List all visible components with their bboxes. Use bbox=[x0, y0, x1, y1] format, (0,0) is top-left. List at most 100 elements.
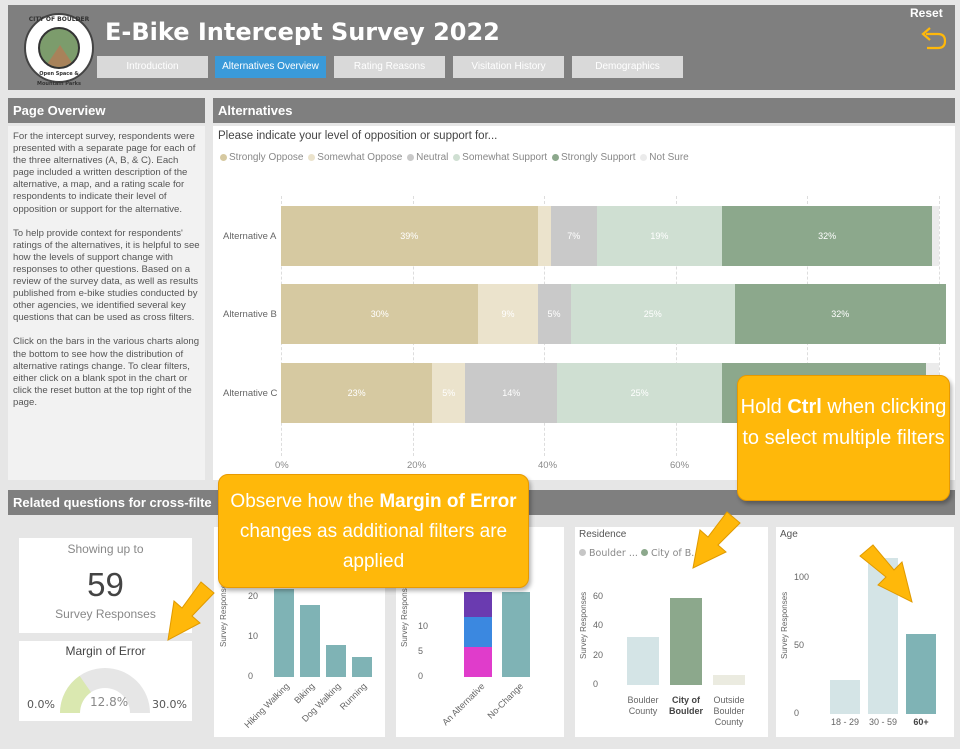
bar-hiking-walking[interactable] bbox=[274, 589, 294, 677]
residence-y-axis-label: Survey Responses bbox=[579, 591, 588, 659]
y-tick-0: 0 bbox=[794, 708, 800, 718]
residence-legend: Boulder ... City of B... bbox=[579, 548, 700, 559]
bar-outside-boulder-county[interactable] bbox=[713, 674, 745, 685]
tab-visitation-history[interactable]: Visitation History bbox=[453, 56, 564, 78]
bar-alternative-a-strongly-support[interactable]: 32% bbox=[721, 206, 933, 266]
logo-text-bottom: Open Space & Mountain Parks bbox=[37, 71, 81, 87]
bar-an-alternative-seg-0[interactable] bbox=[464, 647, 492, 677]
choice-y-axis-label: Survey Responses bbox=[400, 579, 409, 647]
bar-60-[interactable] bbox=[906, 633, 936, 714]
legend-dot-strongly-oppose bbox=[220, 153, 227, 161]
age-category-0: 18 - 29 bbox=[830, 717, 860, 727]
alternatives-legend: Strongly Oppose Somewhat Oppose Neutral … bbox=[218, 152, 689, 163]
bar-alternative-c-neutral[interactable]: 14% bbox=[465, 363, 558, 423]
bar-alternative-c-somewhat-support[interactable]: 25% bbox=[557, 363, 722, 423]
tab-introduction[interactable]: Introduction bbox=[97, 56, 208, 78]
residence-chart[interactable]: Residence Boulder ... City of B... Surve… bbox=[575, 527, 768, 737]
bar-alternative-c-strongly-oppose[interactable]: 23% bbox=[281, 363, 433, 423]
legend-neutral[interactable]: Neutral bbox=[416, 152, 449, 163]
kpi-caption-top: Showing up to bbox=[67, 542, 144, 556]
logo-text-top: CITY OF BOULDER bbox=[28, 16, 90, 23]
legend-somewhat-support[interactable]: Somewhat Support bbox=[462, 152, 548, 163]
kpi-caption-bottom: Survey Responses bbox=[55, 607, 156, 621]
tab-alternatives-overview[interactable]: Alternatives Overview bbox=[215, 56, 326, 78]
page-title: E-Bike Intercept Survey 2022 bbox=[105, 18, 500, 46]
bar-alternative-b-neutral[interactable]: 5% bbox=[537, 284, 571, 344]
bar-an-alternative-seg-1[interactable] bbox=[464, 617, 492, 647]
choice-y-tick-0: 0 bbox=[418, 671, 424, 681]
bar-alternative-a-neutral[interactable]: 7% bbox=[550, 206, 597, 266]
row-label-alternative-c: Alternative C bbox=[223, 388, 278, 399]
responses-kpi-card: Showing up to 59 Survey Responses bbox=[19, 538, 192, 633]
bar-dog-walking[interactable] bbox=[326, 645, 346, 677]
ctrl-tip-bold: Ctrl bbox=[787, 396, 822, 418]
moe-tip-text-1: Observe how the bbox=[230, 491, 380, 512]
y-tick-40: 40 bbox=[593, 620, 604, 631]
y-tick-20: 20 bbox=[248, 591, 259, 601]
x-tick-60: 60% bbox=[670, 460, 690, 471]
activity-category-running: Running bbox=[338, 681, 370, 712]
x-tick-0: 0% bbox=[275, 460, 289, 471]
bar-no-change-seg-0[interactable] bbox=[502, 592, 530, 677]
bar-18-29[interactable] bbox=[830, 680, 860, 714]
legend-dot-boulder-county bbox=[579, 549, 586, 556]
bar-alternative-b-somewhat-support[interactable]: 25% bbox=[570, 284, 736, 344]
legend-city-of-boulder[interactable]: City of B... bbox=[650, 548, 701, 559]
ctrl-tip-callout: Hold Ctrl when clicking to select multip… bbox=[737, 375, 950, 501]
bar-alternative-b-strongly-oppose[interactable]: 30% bbox=[281, 284, 479, 344]
bar-an-alternative-seg-2[interactable] bbox=[464, 592, 492, 617]
undo-arrow-icon[interactable] bbox=[918, 24, 948, 54]
row-label-alternative-a: Alternative A bbox=[223, 231, 277, 242]
bar-alternative-b-strongly-support[interactable]: 32% bbox=[735, 284, 946, 344]
legend-strongly-oppose[interactable]: Strongly Oppose bbox=[229, 152, 304, 163]
age-chart[interactable]: Age Survey Responses 0 50 100 18 - 29 30 - 5… bbox=[776, 527, 954, 737]
residence-title: Residence bbox=[579, 529, 627, 540]
ctrl-tip-text-1: Hold bbox=[740, 396, 788, 418]
margin-of-error-card: Margin of Error 12.8% 0.0% 30.0% bbox=[19, 641, 192, 721]
bar-city-of-boulder[interactable] bbox=[670, 598, 702, 685]
row-label-alternative-b: Alternative B bbox=[223, 309, 277, 320]
legend-not-sure[interactable]: Not Sure bbox=[649, 152, 689, 163]
overview-paragraph-2: To help provide context for respondents'… bbox=[13, 227, 200, 324]
choice-category-an-alternative: An Alternative bbox=[440, 681, 488, 728]
reset-label[interactable]: Reset bbox=[910, 6, 943, 20]
bar-boulder-county[interactable] bbox=[627, 636, 659, 685]
bar-alternative-a-strongly-oppose[interactable]: 39% bbox=[281, 206, 538, 266]
legend-dot-not-sure bbox=[640, 153, 648, 161]
overview-paragraph-1: For the intercept survey, respondents we… bbox=[13, 131, 196, 215]
margin-of-error-callout: Observe how the Margin of Error changes … bbox=[218, 474, 529, 588]
activity-category-hiking-walking: Hiking Walking bbox=[242, 681, 292, 730]
y-tick-100: 100 bbox=[794, 572, 810, 582]
age-category-2: 60+ bbox=[913, 717, 929, 727]
bar-alternative-a-somewhat-support[interactable]: 19% bbox=[596, 206, 722, 266]
y-tick-20: 20 bbox=[593, 649, 604, 660]
legend-dot-city-of-boulder bbox=[640, 549, 648, 556]
age-y-axis-label: Survey Responses bbox=[780, 591, 789, 659]
bar-alternative-b-somewhat-oppose[interactable]: 9% bbox=[478, 284, 538, 344]
moe-value: 12.8% bbox=[90, 695, 129, 709]
residence-category-2: Outside Boulder County bbox=[713, 695, 745, 727]
y-tick-50: 50 bbox=[794, 640, 805, 650]
moe-title: Margin of Error bbox=[65, 644, 146, 658]
bar-biking[interactable] bbox=[300, 605, 320, 677]
ctrl-tip-text-2: when clicking to select multiple filters bbox=[742, 396, 947, 449]
choice-category-no-change: No-Change bbox=[485, 681, 526, 721]
overview-paragraph-3: Click on the bars in the various charts … bbox=[13, 336, 200, 408]
bar-alternative-a-somewhat-oppose[interactable] bbox=[537, 206, 551, 266]
alternatives-question: Please indicate your level of opposition… bbox=[218, 130, 498, 142]
bar-alternative-c-somewhat-oppose[interactable]: 5% bbox=[432, 363, 466, 423]
choice-y-tick-10: 10 bbox=[418, 621, 429, 631]
legend-somewhat-oppose[interactable]: Somewhat Oppose bbox=[317, 152, 403, 163]
y-tick-0: 0 bbox=[593, 679, 599, 689]
tab-demographics[interactable]: Demographics bbox=[572, 56, 683, 78]
alternatives-title: Alternatives bbox=[213, 98, 955, 123]
bar-alternative-a-not-sure[interactable] bbox=[932, 206, 939, 266]
bar-running[interactable] bbox=[352, 657, 372, 677]
residence-category-1: City of Boulder bbox=[668, 695, 703, 716]
x-tick-20: 20% bbox=[407, 460, 427, 471]
tab-rating-reasons[interactable]: Rating Reasons bbox=[334, 56, 445, 78]
legend-strongly-support[interactable]: Strongly Support bbox=[561, 152, 636, 163]
bar-30-59[interactable] bbox=[868, 557, 898, 714]
age-title: Age bbox=[780, 529, 798, 540]
legend-boulder-county[interactable]: Boulder ... bbox=[589, 548, 638, 559]
